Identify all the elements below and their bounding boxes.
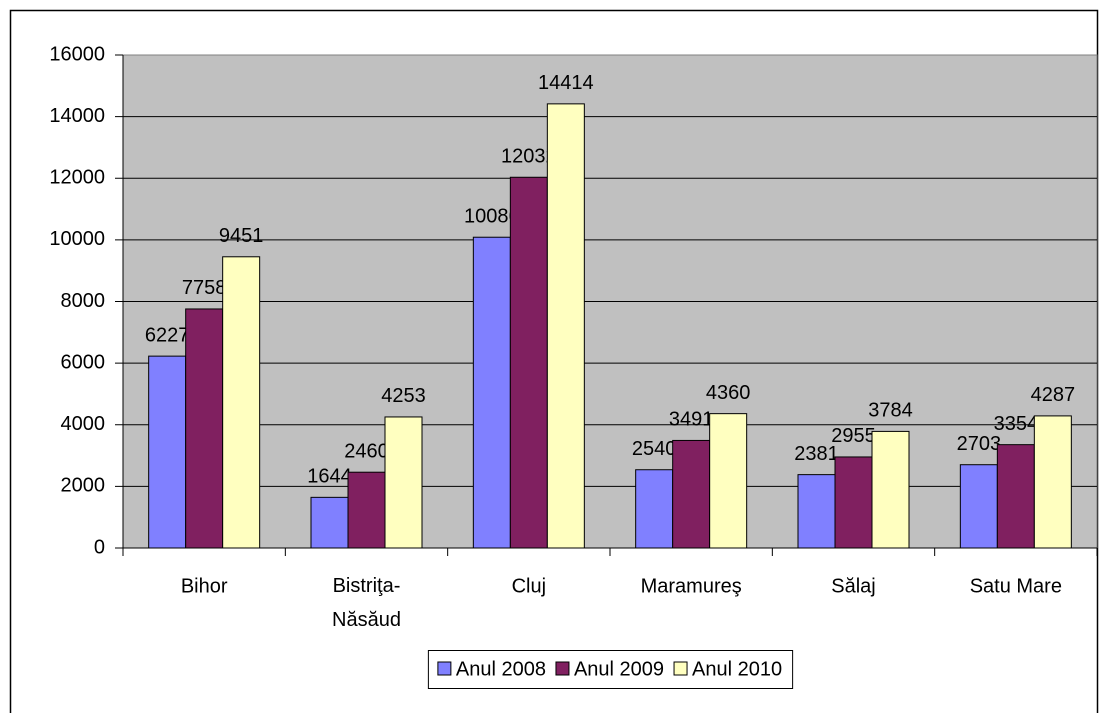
x-tick-label-line: Bistriţa- [333, 575, 401, 597]
bar [797, 474, 836, 549]
bar [959, 464, 998, 549]
value-label: 2381 [794, 443, 839, 465]
value-label: 4253 [381, 385, 426, 407]
value-label: 3784 [868, 400, 913, 422]
legend-label: Anul 2008 [456, 658, 546, 680]
legend-box [427, 650, 794, 689]
legend: Anul 2008 Anul 2009 Anul 2010 [427, 650, 794, 689]
value-label: 12032 [501, 146, 557, 168]
y-tick-label: 16000 [49, 43, 105, 65]
x-tick-label: Satu Mare [970, 575, 1062, 597]
bar [871, 430, 910, 549]
bar [509, 176, 548, 549]
value-label: 2460 [344, 440, 389, 462]
value-label: 4360 [706, 382, 751, 404]
value-label: 3354 [994, 413, 1039, 435]
y-tick-label: 0 [94, 536, 105, 558]
y-tick-label: 12000 [49, 167, 105, 189]
value-label: 1644 [307, 466, 352, 488]
legend-label: Anul 2010 [692, 658, 782, 680]
value-label: 3491 [669, 409, 714, 431]
bar [709, 413, 748, 549]
value-label: 14414 [538, 72, 594, 94]
value-label: 2540 [632, 438, 677, 460]
value-label: 6227 [145, 324, 190, 346]
bar [635, 469, 674, 549]
y-tick-label: 6000 [61, 351, 106, 373]
value-label: 2703 [957, 433, 1002, 455]
bar [672, 439, 711, 549]
bar [185, 308, 224, 549]
value-label: 2955 [831, 425, 876, 447]
value-label: 4287 [1031, 384, 1076, 406]
bar [834, 456, 873, 549]
bar [384, 416, 423, 549]
x-tick-label: Cluj [512, 575, 546, 597]
x-tick-label-line: Năsăud [332, 609, 401, 631]
y-tick-label: 10000 [49, 228, 105, 250]
y-tick-label: 4000 [61, 413, 106, 435]
x-tick-label: Bihor [181, 575, 228, 597]
value-label: 9451 [219, 225, 264, 247]
bar [148, 355, 187, 549]
y-tick-label: 8000 [61, 290, 106, 312]
value-label: 10086 [464, 206, 520, 228]
legend-swatch [555, 661, 570, 676]
bar [546, 103, 585, 549]
legend-swatch [437, 661, 452, 676]
legend-label: Anul 2009 [574, 658, 664, 680]
bar [222, 256, 261, 549]
x-tick-label: Bistriţa- Năsăud [332, 575, 401, 631]
bar [310, 496, 349, 549]
bar [472, 236, 511, 549]
x-tick-label: Maramureş [641, 575, 742, 597]
y-tick-label: 14000 [49, 105, 105, 127]
bar [347, 471, 386, 549]
x-tick-label: Sălaj [831, 575, 875, 597]
bar [996, 444, 1035, 549]
y-tick-label: 2000 [61, 475, 106, 497]
value-label: 7758 [182, 277, 227, 299]
legend-swatch [673, 661, 688, 676]
bar [1033, 415, 1072, 549]
